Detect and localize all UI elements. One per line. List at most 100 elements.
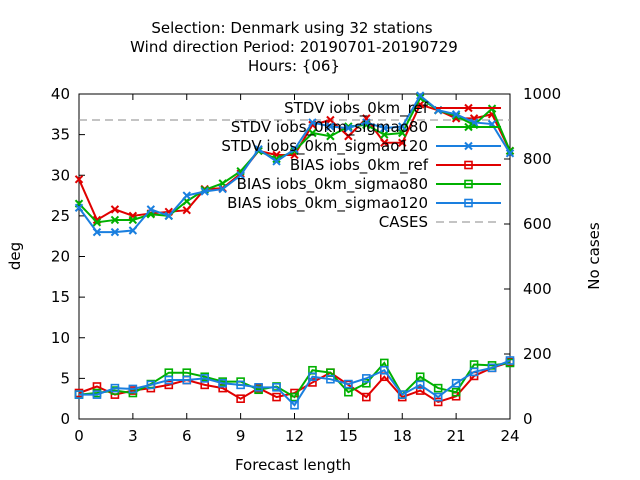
x-tick-label: 18 [393, 427, 412, 445]
data-point [128, 215, 138, 225]
axis-ticks: 0 3 6 9 12 15 18 21 2405101520253035400200400600… [51, 85, 561, 445]
data-point [451, 111, 461, 121]
data-point [397, 390, 407, 399]
y-tick-label: 40 [51, 85, 70, 103]
data-point [164, 375, 174, 385]
data-point [415, 386, 425, 395]
data-point [164, 211, 173, 221]
data-point [433, 392, 443, 402]
y-tick-label: 0 [60, 410, 70, 428]
legend-marker [464, 122, 473, 132]
data-point [451, 387, 461, 397]
data-point [416, 91, 425, 100]
data-point [308, 372, 317, 382]
data-point [290, 400, 299, 410]
data-point [290, 146, 299, 156]
data-point [326, 122, 335, 131]
y-tick-label: 25 [51, 207, 70, 225]
data-point [290, 145, 299, 154]
data-point [182, 191, 191, 200]
data-point [380, 123, 389, 133]
series-1 [74, 93, 515, 227]
data-point [272, 157, 281, 166]
data-point [505, 356, 515, 365]
x-axis-label: Forecast length [235, 456, 351, 474]
data-point [146, 205, 156, 214]
data-point [74, 175, 84, 184]
data-point [290, 392, 299, 402]
data-point [362, 118, 371, 127]
data-point [110, 215, 120, 225]
legend-marker [464, 141, 473, 151]
y-tick-label: 10 [51, 329, 70, 347]
data-point [362, 374, 371, 383]
chart-title: Selection: Denmark using 32 stations Win… [130, 19, 458, 75]
data-point [110, 205, 120, 214]
x-tick-label: 24 [500, 427, 519, 445]
data-point [344, 379, 353, 389]
data-point [362, 392, 371, 402]
legend-marker [464, 160, 473, 170]
data-point [272, 383, 281, 392]
data-point [272, 392, 281, 402]
legend-marker [464, 103, 473, 113]
series-3 [74, 357, 515, 407]
legend-label: BIAS iobs_0km_sigmao80 [237, 175, 428, 194]
data-point [326, 132, 335, 141]
data-point [505, 149, 515, 158]
data-point [200, 374, 210, 383]
data-point [398, 128, 407, 138]
data-point [416, 100, 425, 109]
x-tick-label: 3 [128, 427, 138, 445]
legend-label: STDV iobs_0km_ref [284, 99, 429, 118]
y-tick-label: 5 [60, 369, 70, 387]
data-point [308, 128, 317, 138]
title-line-1: Selection: Denmark using 32 stations [151, 19, 432, 37]
legend-marker [464, 198, 473, 208]
x-tick-label: 9 [236, 427, 246, 445]
data-point [398, 122, 407, 131]
x-tick-label: 0 [74, 427, 84, 445]
y2-tick-label: 0 [523, 410, 533, 428]
data-point [433, 383, 443, 393]
data-point [451, 378, 461, 388]
data-point [505, 146, 515, 156]
data-point [92, 215, 102, 225]
data-point [128, 226, 138, 235]
legend-marker [464, 179, 473, 189]
data-point [344, 387, 353, 397]
data-point [164, 380, 174, 390]
legend-label: STDV iobs_0km_sigmao120 [221, 137, 428, 156]
data-point [182, 375, 192, 385]
legend-label: BIAS iobs_0km_ref [290, 156, 429, 175]
y-tick-label: 20 [51, 248, 70, 266]
data-point [74, 203, 84, 212]
x-tick-label: 12 [285, 427, 304, 445]
data-point [254, 145, 263, 154]
y2-tick-label: 800 [523, 150, 552, 168]
y-tick-label: 15 [51, 288, 70, 306]
data-point [92, 227, 102, 237]
data-point [236, 394, 245, 403]
data-point [218, 378, 227, 388]
data-point [380, 138, 389, 147]
series-4 [74, 358, 515, 402]
data-point [92, 390, 102, 399]
data-point [110, 383, 120, 393]
data-point [146, 380, 156, 390]
data-point [182, 205, 191, 215]
data-point [379, 365, 389, 375]
x-tick-label: 21 [447, 427, 466, 445]
data-point [272, 154, 281, 164]
data-point [451, 110, 461, 119]
data-point [415, 372, 425, 382]
data-point [487, 363, 497, 373]
y2-tick-label: 600 [523, 215, 552, 233]
series-line [79, 359, 511, 407]
data-point [236, 171, 245, 180]
data-point [200, 187, 209, 196]
data-point [110, 227, 120, 237]
data-point [344, 123, 353, 133]
x-tick-label: 6 [182, 427, 192, 445]
